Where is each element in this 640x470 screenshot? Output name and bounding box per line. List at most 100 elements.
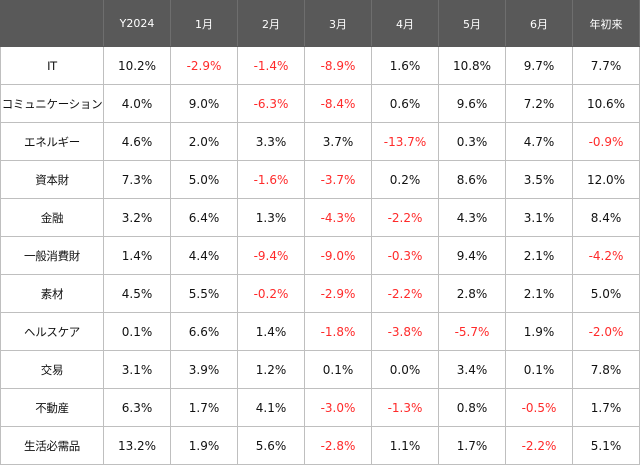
- return-cell: 8.6%: [438, 160, 506, 199]
- header-row: Y2024 1月 2月 3月 4月 5月 6月 年初来: [0, 0, 640, 47]
- sector-label: エネルギー: [0, 122, 104, 161]
- return-cell: 3.2%: [103, 198, 171, 237]
- table-row: コミュニケーション 4.0% 9.0% -6.3% -8.4% 0.6% 9.6% 7.2% 1…: [0, 84, 640, 123]
- return-cell: 1.9%: [170, 426, 238, 465]
- table-row: エネルギー 4.6% 2.0% 3.3% 3.7% -13.7% 0.3% 4.7% -0.9%: [0, 122, 640, 161]
- return-cell: 9.6%: [438, 84, 506, 123]
- return-cell: -1.3%: [371, 388, 439, 427]
- return-cell: 3.5%: [505, 160, 573, 199]
- table-row: 交易 3.1% 3.9% 1.2% 0.1% 0.0% 3.4% 0.1% 7.8%: [0, 350, 640, 389]
- return-cell: -2.2%: [371, 198, 439, 237]
- return-cell: 9.7%: [505, 46, 573, 85]
- return-cell: -1.4%: [237, 46, 305, 85]
- return-cell: 0.1%: [103, 312, 171, 351]
- return-cell: 5.0%: [170, 160, 238, 199]
- return-cell: 6.3%: [103, 388, 171, 427]
- return-cell: -3.0%: [304, 388, 372, 427]
- return-cell: 1.4%: [237, 312, 305, 351]
- sector-label: 生活必需品: [0, 426, 104, 465]
- return-cell: -2.0%: [572, 312, 640, 351]
- sector-label: ヘルスケア: [0, 312, 104, 351]
- table-row: 素材 4.5% 5.5% -0.2% -2.9% -2.2% 2.8% 2.1% 5.0%: [0, 274, 640, 313]
- return-cell: 2.1%: [505, 274, 573, 313]
- header-cell-jan: 1月: [170, 0, 238, 47]
- sector-label: IT: [0, 46, 104, 85]
- return-cell: 0.6%: [371, 84, 439, 123]
- header-cell-jun: 6月: [505, 0, 573, 47]
- return-cell: 9.0%: [170, 84, 238, 123]
- return-cell: 3.1%: [103, 350, 171, 389]
- return-cell: 0.2%: [371, 160, 439, 199]
- table-body: IT 10.2% -2.9% -1.4% -8.9% 1.6% 10.8% 9.7% 7.7% コ…: [0, 46, 640, 465]
- header-cell-y2024: Y2024: [103, 0, 171, 47]
- return-cell: 1.4%: [103, 236, 171, 275]
- return-cell: -2.8%: [304, 426, 372, 465]
- return-cell: -0.9%: [572, 122, 640, 161]
- return-cell: 7.7%: [572, 46, 640, 85]
- return-cell: 2.0%: [170, 122, 238, 161]
- return-cell: -3.7%: [304, 160, 372, 199]
- return-cell: 1.1%: [371, 426, 439, 465]
- header-cell-mar: 3月: [304, 0, 372, 47]
- return-cell: 4.1%: [237, 388, 305, 427]
- header-cell-may: 5月: [438, 0, 506, 47]
- return-cell: 2.1%: [505, 236, 573, 275]
- return-cell: 1.7%: [438, 426, 506, 465]
- return-cell: 5.6%: [237, 426, 305, 465]
- header-cell-feb: 2月: [237, 0, 305, 47]
- return-cell: 1.3%: [237, 198, 305, 237]
- table-row: 一般消費財 1.4% 4.4% -9.4% -9.0% -0.3% 9.4% 2.1% -4.2…: [0, 236, 640, 275]
- table-row: 金融 3.2% 6.4% 1.3% -4.3% -2.2% 4.3% 3.1% 8.4%: [0, 198, 640, 237]
- return-cell: 7.2%: [505, 84, 573, 123]
- return-cell: 3.7%: [304, 122, 372, 161]
- sector-label: 不動産: [0, 388, 104, 427]
- return-cell: -0.5%: [505, 388, 573, 427]
- return-cell: 12.0%: [572, 160, 640, 199]
- return-cell: 0.1%: [304, 350, 372, 389]
- table-row: 生活必需品 13.2% 1.9% 5.6% -2.8% 1.1% 1.7% -2.2% 5.1%: [0, 426, 640, 465]
- return-cell: 5.1%: [572, 426, 640, 465]
- return-cell: -9.0%: [304, 236, 372, 275]
- return-cell: 1.7%: [572, 388, 640, 427]
- return-cell: 0.3%: [438, 122, 506, 161]
- return-cell: 4.4%: [170, 236, 238, 275]
- return-cell: 3.9%: [170, 350, 238, 389]
- sector-label: 素材: [0, 274, 104, 313]
- table-header: Y2024 1月 2月 3月 4月 5月 6月 年初来: [0, 0, 640, 47]
- return-cell: -0.2%: [237, 274, 305, 313]
- return-cell: -8.9%: [304, 46, 372, 85]
- return-cell: 1.6%: [371, 46, 439, 85]
- sector-label: 金融: [0, 198, 104, 237]
- return-cell: 5.0%: [572, 274, 640, 313]
- header-cell-apr: 4月: [371, 0, 439, 47]
- sector-label: 交易: [0, 350, 104, 389]
- return-cell: -2.2%: [371, 274, 439, 313]
- return-cell: 1.9%: [505, 312, 573, 351]
- return-cell: -1.8%: [304, 312, 372, 351]
- return-cell: 4.0%: [103, 84, 171, 123]
- return-cell: 7.8%: [572, 350, 640, 389]
- return-cell: 6.6%: [170, 312, 238, 351]
- return-cell: -8.4%: [304, 84, 372, 123]
- return-cell: -4.2%: [572, 236, 640, 275]
- table-row: 不動産 6.3% 1.7% 4.1% -3.0% -1.3% 0.8% -0.5% 1.7%: [0, 388, 640, 427]
- return-cell: -2.9%: [304, 274, 372, 313]
- return-cell: -2.2%: [505, 426, 573, 465]
- return-cell: 4.6%: [103, 122, 171, 161]
- return-cell: -0.3%: [371, 236, 439, 275]
- header-cell-sector: [0, 0, 104, 47]
- sector-label: コミュニケーション: [0, 84, 104, 123]
- return-cell: 4.7%: [505, 122, 573, 161]
- return-cell: 10.2%: [103, 46, 171, 85]
- return-cell: 3.1%: [505, 198, 573, 237]
- table-row: 資本財 7.3% 5.0% -1.6% -3.7% 0.2% 8.6% 3.5% 12.0%: [0, 160, 640, 199]
- return-cell: 0.0%: [371, 350, 439, 389]
- return-cell: 8.4%: [572, 198, 640, 237]
- return-cell: 3.4%: [438, 350, 506, 389]
- return-cell: -3.8%: [371, 312, 439, 351]
- return-cell: 13.2%: [103, 426, 171, 465]
- return-cell: 7.3%: [103, 160, 171, 199]
- return-cell: 3.3%: [237, 122, 305, 161]
- return-cell: 5.5%: [170, 274, 238, 313]
